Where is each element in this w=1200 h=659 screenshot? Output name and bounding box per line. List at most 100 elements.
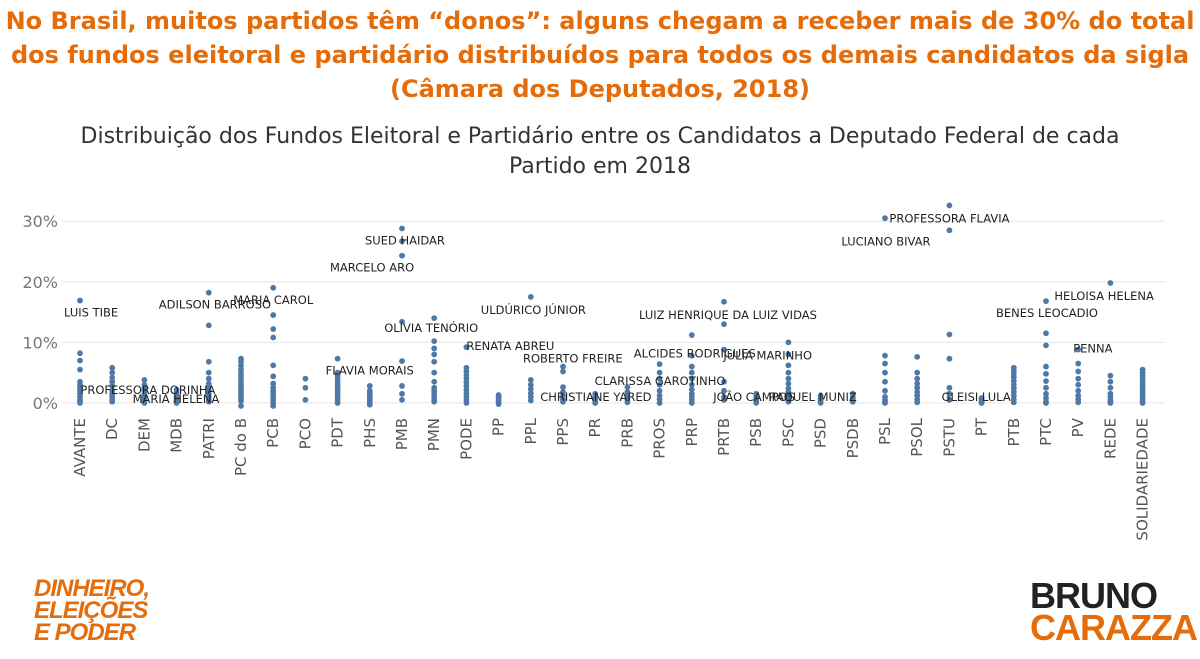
x-tick-label: PCB <box>264 418 282 448</box>
data-point <box>463 344 470 351</box>
x-tick-label: PTC <box>1037 418 1055 446</box>
bruno-carazza-logo: BRUNO CARAZZA <box>1030 575 1198 648</box>
data-point <box>399 358 405 365</box>
annotation-label: HELOISA HELENA <box>1054 289 1154 303</box>
data-point <box>431 351 438 358</box>
data-point <box>688 332 695 338</box>
x-tick-label: PRP <box>683 418 701 447</box>
x-tick-label: DC <box>103 418 121 440</box>
data-point <box>334 400 341 406</box>
x-tick-label: PCO <box>296 418 314 449</box>
data-point <box>302 375 309 382</box>
annotation-label: ULDÚRICO JÚNIOR <box>481 302 586 317</box>
data-point <box>109 378 116 385</box>
logo-line-3: E PODER <box>34 619 136 646</box>
logo-bruno: BRUNO <box>1030 575 1158 616</box>
data-point <box>656 361 663 368</box>
data-point <box>946 227 953 234</box>
data-point <box>882 369 888 376</box>
data-point <box>1043 363 1049 370</box>
annotation-label: LUCIANO BIVAR <box>841 234 930 248</box>
data-point <box>302 384 309 391</box>
data-point <box>560 368 566 375</box>
data-point <box>399 383 405 389</box>
annotation-label: RENATA ABREU <box>466 339 554 353</box>
data-point <box>173 400 180 406</box>
y-tick-label: 30% <box>22 212 58 231</box>
x-tick-label: PRB <box>618 418 636 448</box>
x-tick-label: PSOL <box>908 417 926 456</box>
data-point <box>1043 342 1049 349</box>
data-point <box>77 297 83 304</box>
data-point <box>1075 346 1082 353</box>
annotation-label: OLÍVIA TENÓRIO <box>384 320 478 335</box>
data-point <box>1075 375 1082 382</box>
annotation-label: RAQUEL MUNIZ <box>769 390 857 404</box>
logo-line-1: DINHEIRO, <box>34 575 150 602</box>
data-point <box>270 373 277 380</box>
data-point <box>205 369 212 376</box>
y-axis: 0% 10% 20% 30% <box>22 212 58 413</box>
data-point <box>624 399 631 406</box>
data-point <box>205 358 212 365</box>
x-tick-label: PSD <box>812 418 830 448</box>
data-point <box>1107 400 1114 406</box>
data-point <box>624 384 631 391</box>
data-point <box>431 345 438 352</box>
x-axis: AVANTE DC DEM MDB PATRI PC do B PCB PCO PDT PHS PM… <box>71 417 1152 540</box>
data-point <box>431 338 438 345</box>
logo-line-2: ELEIÇÕES <box>34 597 148 624</box>
annotation-label: ROBERTO FREIRE <box>523 352 623 366</box>
x-tick-label: PSB <box>747 418 765 447</box>
data-point <box>656 375 663 382</box>
data-point <box>1107 372 1114 379</box>
data-point <box>431 398 438 405</box>
x-tick-label: PODE <box>457 418 475 460</box>
data-point <box>753 400 760 406</box>
data-point <box>721 378 727 385</box>
data-point <box>270 403 277 409</box>
data-point <box>1075 381 1082 388</box>
data-point <box>849 398 856 405</box>
data-point <box>141 400 148 406</box>
data-point <box>785 339 792 346</box>
data-point <box>914 375 921 382</box>
data-point <box>560 398 566 405</box>
data-point <box>656 387 663 394</box>
data-point <box>946 396 953 403</box>
y-tick-label: 10% <box>22 333 58 352</box>
data-point <box>431 358 438 365</box>
data-point <box>238 398 244 404</box>
data-point <box>463 400 470 406</box>
data-point <box>688 375 695 382</box>
data-point <box>1139 400 1146 406</box>
x-tick-label: SOLIDARIEDADE <box>1134 418 1152 541</box>
data-point <box>914 353 921 360</box>
data-point <box>270 380 277 387</box>
chart-title-line-2: Partido em 2018 <box>509 154 691 179</box>
data-point <box>141 376 148 383</box>
chart-title: Distribuição dos Fundos Eleitoral e Part… <box>0 122 1200 182</box>
data-point <box>882 352 888 359</box>
x-tick-label: PSC <box>779 418 797 447</box>
x-tick-label: DEM <box>135 418 153 452</box>
annotation-label: PROFESSORA DORINHA <box>80 383 215 397</box>
data-point <box>1107 280 1114 286</box>
x-tick-label: PATRI <box>200 418 218 459</box>
annotation-label: LUIS TIBE <box>64 306 118 320</box>
dinheiro-eleicoes-poder-logo: DINHEIRO, ELEIÇÕES E PODER <box>34 575 150 646</box>
y-tick-label: 0% <box>33 394 58 413</box>
logo-carazza: CARAZZA <box>1030 607 1198 648</box>
data-point <box>431 315 438 322</box>
annotation-label: JOÃO CAMPOS <box>712 389 795 404</box>
data-point <box>914 384 921 391</box>
data-point <box>882 378 888 385</box>
data-point <box>688 400 695 406</box>
x-tick-label: PC do B <box>232 418 250 476</box>
annotation-label: ADILSON BARROSO <box>159 298 271 312</box>
data-point <box>366 383 373 389</box>
data-point <box>656 400 663 406</box>
data-point <box>270 334 277 341</box>
